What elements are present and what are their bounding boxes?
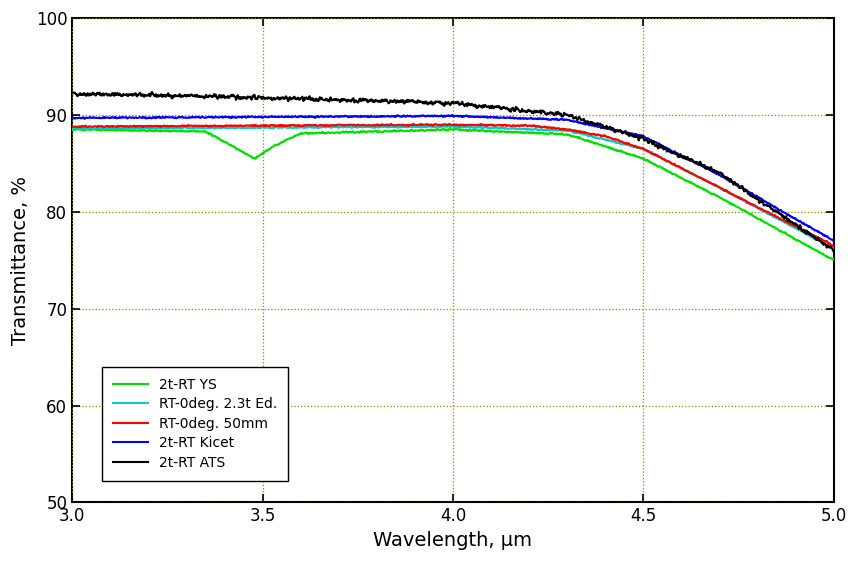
X-axis label: Wavelength, μm: Wavelength, μm bbox=[373, 531, 533, 550]
RT-0deg. 2.3t Ed. bbox=[828, 245, 838, 252]
RT-0deg. 2.3t Ed. bbox=[807, 233, 817, 240]
2t-RT ATS bbox=[829, 248, 839, 255]
RT-0deg. 50mm bbox=[417, 121, 427, 128]
Legend: 2t-RT YS, RT-0deg. 2.3t Ed., RT-0deg. 50mm, 2t-RT Kicet, 2t-RT ATS: 2t-RT YS, RT-0deg. 2.3t Ed., RT-0deg. 50… bbox=[102, 366, 288, 481]
Line: 2t-RT Kicet: 2t-RT Kicet bbox=[72, 115, 834, 241]
2t-RT YS bbox=[828, 256, 838, 263]
2t-RT ATS bbox=[807, 233, 817, 240]
2t-RT YS bbox=[807, 245, 817, 252]
2t-RT Kicet bbox=[807, 225, 817, 232]
RT-0deg. 50mm bbox=[807, 231, 817, 238]
RT-0deg. 2.3t Ed. bbox=[446, 123, 456, 130]
RT-0deg. 2.3t Ed. bbox=[106, 126, 116, 132]
RT-0deg. 2.3t Ed. bbox=[667, 160, 677, 167]
2t-RT Kicet bbox=[667, 148, 677, 155]
2t-RT YS bbox=[438, 126, 448, 132]
RT-0deg. 2.3t Ed. bbox=[67, 125, 77, 132]
RT-0deg. 50mm bbox=[438, 121, 448, 128]
RT-0deg. 2.3t Ed. bbox=[829, 245, 839, 252]
2t-RT ATS bbox=[106, 92, 116, 99]
2t-RT YS bbox=[807, 245, 817, 252]
2t-RT Kicet bbox=[807, 225, 817, 232]
Line: 2t-RT ATS: 2t-RT ATS bbox=[72, 92, 834, 251]
2t-RT YS bbox=[829, 256, 839, 263]
RT-0deg. 50mm bbox=[827, 242, 837, 249]
RT-0deg. 50mm bbox=[67, 123, 77, 130]
Line: RT-0deg. 50mm: RT-0deg. 50mm bbox=[72, 124, 834, 246]
2t-RT YS bbox=[417, 127, 427, 134]
RT-0deg. 2.3t Ed. bbox=[417, 123, 427, 130]
2t-RT Kicet bbox=[67, 115, 77, 122]
2t-RT YS bbox=[67, 127, 77, 134]
2t-RT Kicet bbox=[417, 112, 427, 118]
Line: 2t-RT YS: 2t-RT YS bbox=[72, 129, 834, 260]
2t-RT YS bbox=[450, 126, 461, 132]
2t-RT Kicet bbox=[106, 114, 116, 121]
2t-RT ATS bbox=[807, 232, 817, 239]
2t-RT ATS bbox=[67, 90, 77, 96]
RT-0deg. 50mm bbox=[667, 160, 677, 167]
2t-RT YS bbox=[106, 127, 116, 134]
2t-RT ATS bbox=[147, 89, 157, 95]
2t-RT Kicet bbox=[829, 238, 839, 245]
2t-RT YS bbox=[667, 171, 677, 177]
2t-RT Kicet bbox=[447, 112, 457, 118]
Line: RT-0deg. 2.3t Ed.: RT-0deg. 2.3t Ed. bbox=[72, 126, 834, 249]
2t-RT ATS bbox=[667, 149, 677, 156]
2t-RT ATS bbox=[418, 99, 428, 105]
RT-0deg. 2.3t Ed. bbox=[438, 123, 448, 130]
2t-RT Kicet bbox=[438, 113, 448, 120]
2t-RT ATS bbox=[438, 100, 448, 107]
Y-axis label: Transmittance, %: Transmittance, % bbox=[11, 176, 30, 345]
RT-0deg. 50mm bbox=[829, 242, 839, 249]
RT-0deg. 50mm bbox=[106, 123, 116, 130]
RT-0deg. 50mm bbox=[444, 121, 455, 127]
RT-0deg. 50mm bbox=[807, 232, 817, 238]
RT-0deg. 2.3t Ed. bbox=[807, 233, 817, 240]
